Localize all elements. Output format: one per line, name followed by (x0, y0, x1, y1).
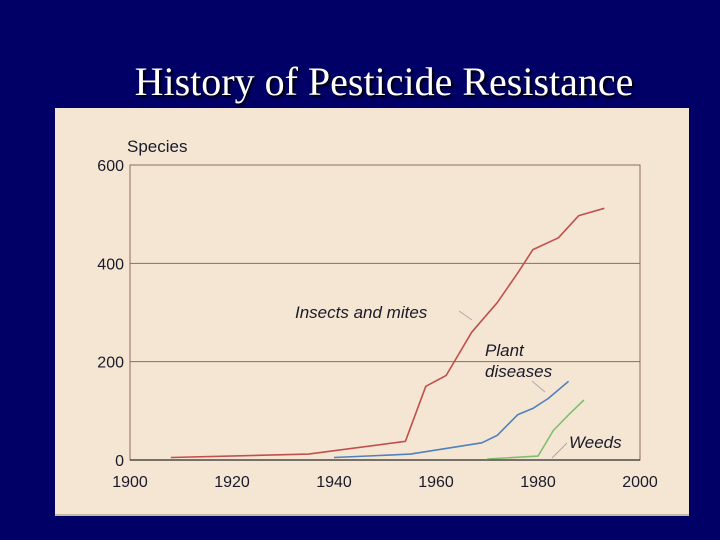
series-label-0-0: Insects and mites (295, 303, 428, 322)
y-tick-label-0: 0 (115, 453, 124, 470)
series-lines (170, 207, 605, 460)
series-label-1-0: Plant (485, 341, 525, 360)
chart-panel (55, 108, 689, 516)
pesticide-resistance-chart: 0 200 400 600 1900 1920 1940 1960 1980 2000 Specie… (97, 137, 658, 491)
series-leader-1 (531, 380, 546, 393)
series-label-2-0: Weeds (569, 433, 622, 452)
x-tick-label-1980: 1980 (520, 474, 556, 491)
series-line-1 (333, 380, 570, 459)
labels: 0 200 400 600 1900 1920 1940 1960 1980 2000 Specie… (97, 137, 658, 491)
x-tick-label-1940: 1940 (316, 474, 352, 491)
axes (129, 164, 641, 461)
series-leader-2 (551, 442, 568, 459)
series-line-0 (170, 207, 605, 459)
y-tick-label-600: 600 (97, 158, 124, 175)
y-tick-label-200: 200 (97, 355, 124, 372)
series-line-2 (486, 399, 585, 460)
series-label-1-1: diseases (485, 362, 553, 381)
slide-title: History of Pesticide Resistance (134, 59, 634, 104)
x-tick-label-1900: 1900 (112, 474, 148, 491)
y-tick-label-400: 400 (97, 256, 124, 273)
y-axis-label: Species (127, 137, 187, 156)
x-tick-label-1920: 1920 (214, 474, 250, 491)
gridlines (130, 164, 640, 363)
series-leader-0 (458, 310, 473, 321)
x-tick-label-1960: 1960 (418, 474, 454, 491)
x-tick-label-2000: 2000 (622, 474, 658, 491)
